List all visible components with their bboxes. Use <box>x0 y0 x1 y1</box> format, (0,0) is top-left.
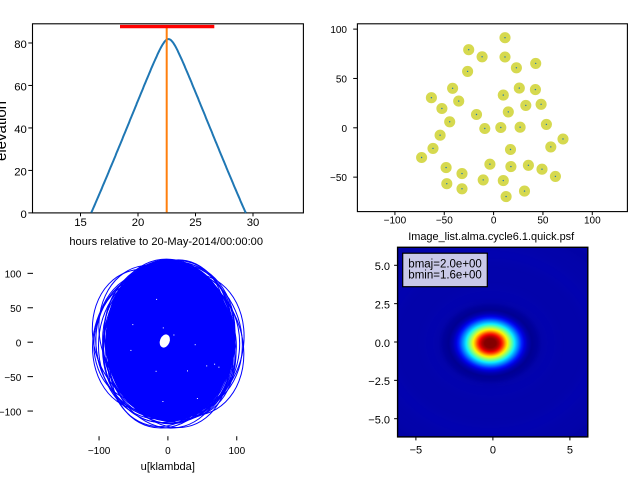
svg-text:20: 20 <box>132 217 145 229</box>
svg-text:30: 30 <box>247 217 260 229</box>
svg-text:0: 0 <box>165 446 171 457</box>
svg-text:−100: −100 <box>88 446 111 457</box>
svg-text:0: 0 <box>341 124 347 135</box>
svg-text:100: 100 <box>330 25 347 36</box>
svg-text:20: 20 <box>14 166 27 178</box>
svg-text:5: 5 <box>567 445 573 457</box>
svg-text:bmaj=2.0e+00: bmaj=2.0e+00 <box>408 258 482 270</box>
svg-text:40: 40 <box>14 124 27 136</box>
svg-text:50: 50 <box>537 216 549 227</box>
svg-text:50: 50 <box>336 75 348 86</box>
svg-text:100: 100 <box>584 216 601 227</box>
svg-text:50: 50 <box>10 304 22 315</box>
svg-text:bmin=1.6e+00: bmin=1.6e+00 <box>408 270 482 282</box>
svg-text:−100: −100 <box>384 216 407 227</box>
svg-text:0: 0 <box>491 216 497 227</box>
svg-text:−50: −50 <box>4 373 21 384</box>
svg-text:−100: −100 <box>0 407 22 418</box>
svg-text:60: 60 <box>14 81 27 93</box>
svg-text:0: 0 <box>21 209 27 221</box>
svg-text:−50: −50 <box>436 216 453 227</box>
svg-text:100: 100 <box>228 446 245 457</box>
svg-text:−5.0: −5.0 <box>368 414 390 426</box>
svg-text:−2.5: −2.5 <box>368 376 390 388</box>
svg-text:15: 15 <box>74 217 87 229</box>
svg-text:−50: −50 <box>330 173 347 184</box>
svg-text:u[klambda]: u[klambda] <box>141 461 195 473</box>
svg-text:0: 0 <box>16 339 22 350</box>
svg-text:25: 25 <box>189 217 202 229</box>
svg-text:0: 0 <box>490 445 496 457</box>
svg-text:Image_list.alma.cycle6.1.quick: Image_list.alma.cycle6.1.quick.psf <box>408 231 575 243</box>
svg-text:elevation: elevation <box>0 101 10 161</box>
svg-text:−5: −5 <box>410 445 423 457</box>
svg-text:100: 100 <box>5 270 22 281</box>
svg-text:hours relative to 20-May-2014/: hours relative to 20-May-2014/00:00:00 <box>69 236 263 248</box>
svg-text:0.0: 0.0 <box>375 338 390 350</box>
svg-text:80: 80 <box>14 39 27 51</box>
svg-text:2.5: 2.5 <box>375 299 390 311</box>
svg-text:5.0: 5.0 <box>375 261 390 273</box>
